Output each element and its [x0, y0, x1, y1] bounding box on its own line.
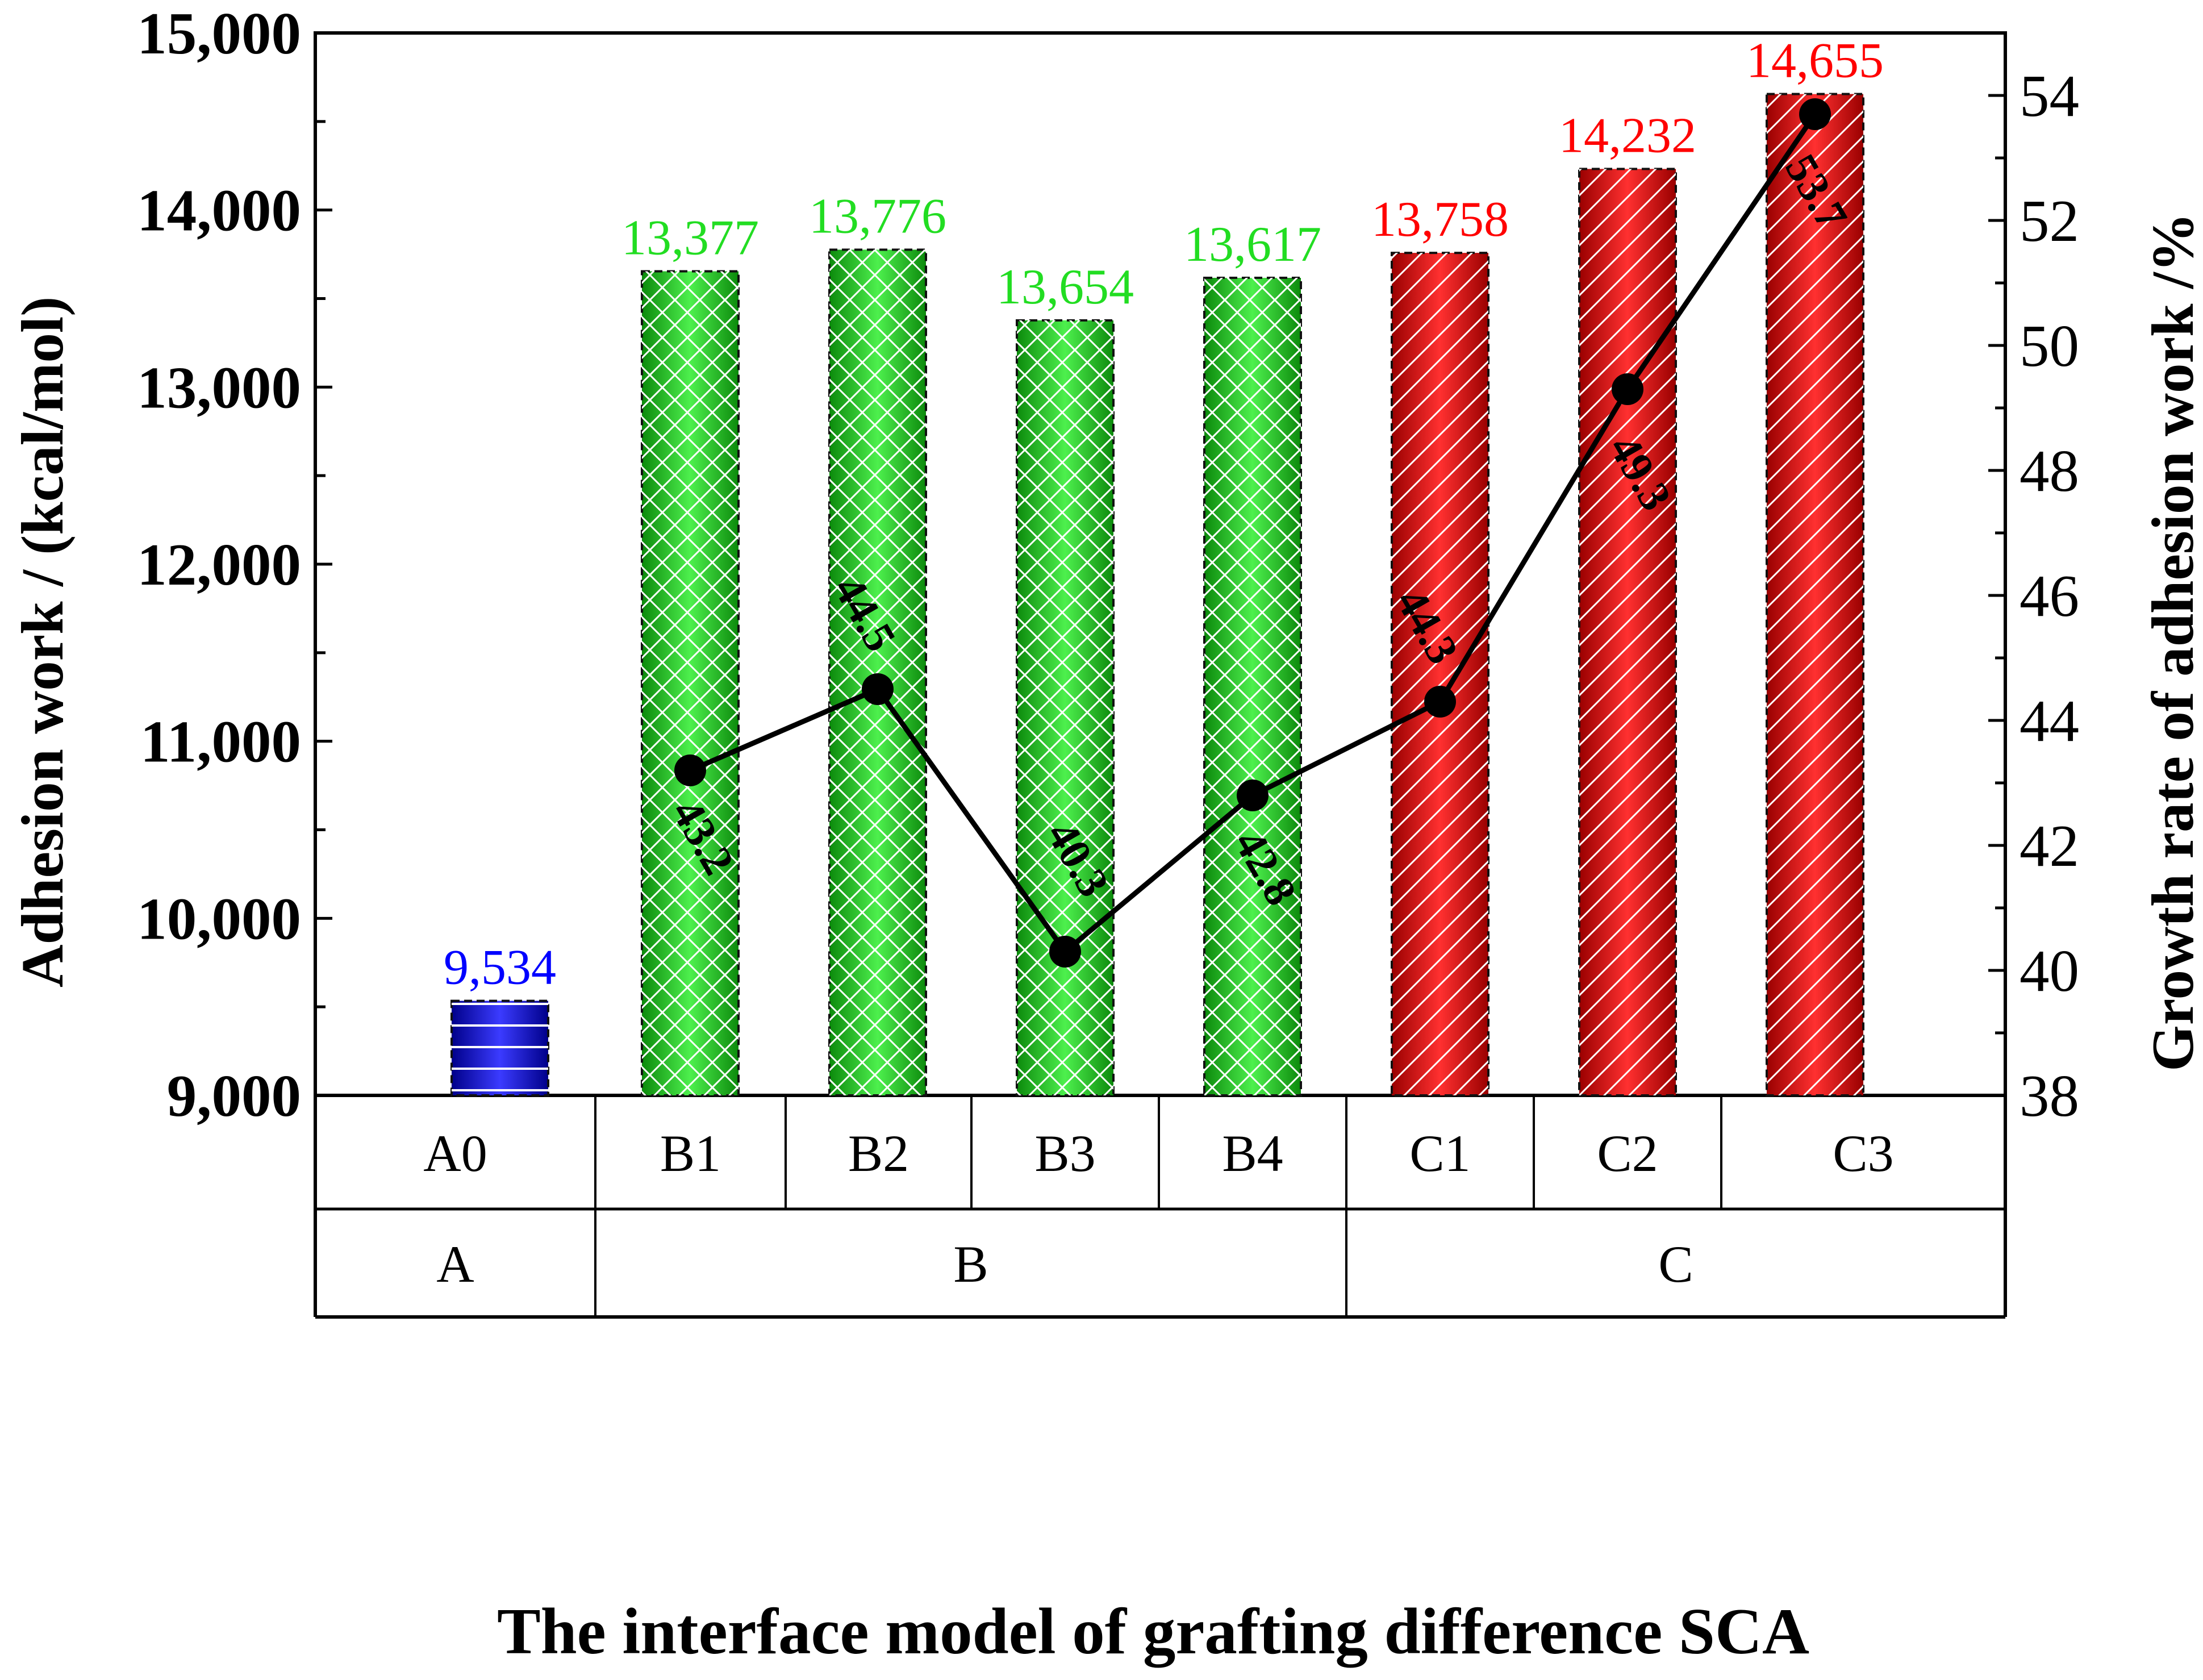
growth-point-C3 [1799, 98, 1831, 130]
bar-pattern-C3 [1767, 94, 1863, 1095]
category-cell-B4: B4 [1222, 1124, 1283, 1182]
right-tick-label: 52 [2020, 187, 2079, 254]
left-tick-label: 9,000 [167, 1062, 301, 1129]
left-tick-label: 10,000 [137, 885, 301, 952]
bar-pattern-C1 [1392, 253, 1488, 1096]
bar-pattern-B3 [1017, 320, 1113, 1096]
growth-point-B4 [1237, 779, 1269, 811]
group-cell-B: B [953, 1235, 988, 1293]
category-cell-B3: B3 [1034, 1124, 1095, 1182]
left-tick-label: 13,000 [137, 354, 301, 420]
category-cell-B2: B2 [848, 1124, 909, 1182]
left-tick-label: 14,000 [137, 177, 301, 244]
growth-point-B1 [674, 754, 706, 786]
left-tick-label: 11,000 [140, 708, 301, 775]
group-cell-A: A [436, 1235, 474, 1293]
right-tick-label: 50 [2020, 312, 2079, 379]
category-cell-B1: B1 [660, 1124, 721, 1182]
bar-pattern-C2 [1579, 169, 1676, 1095]
bar-value-label-B3: 13,654 [996, 260, 1134, 315]
right-tick-label: 54 [2020, 62, 2079, 129]
bar-pattern-B1 [642, 271, 738, 1096]
y2-axis-title: Growth rate of adhesion work /% [2139, 212, 2203, 1072]
right-tick-label: 38 [2020, 1062, 2079, 1129]
category-cell-C3: C3 [1833, 1124, 1893, 1182]
left-tick-label: 12,000 [137, 531, 301, 598]
bar-value-label-B2: 13,776 [809, 189, 946, 244]
right-tick-label: 42 [2020, 812, 2079, 879]
category-cell-A0: A0 [423, 1124, 487, 1182]
bar-pattern-B4 [1204, 278, 1301, 1095]
right-tick-label: 40 [2020, 937, 2079, 1004]
bar-labels-layer: 9,534 13,377 13,776 13,654 13,617 13,758 14,23… [444, 34, 1884, 995]
left-tick-label: 15,000 [137, 0, 301, 66]
group-cell-C: C [1658, 1235, 1693, 1293]
category-cell-C1: C1 [1409, 1124, 1470, 1182]
y-axis-title: Adhesion work / (kcal/mol) [9, 297, 76, 987]
right-axis-ticks: 38 40 42 44 46 48 50 52 54 [1988, 62, 2079, 1129]
bar-pattern-A0 [452, 1001, 548, 1095]
bar-value-label-B1: 13,377 [621, 211, 759, 266]
right-tick-label: 46 [2020, 562, 2079, 629]
left-axis-ticks: 9,000 10,000 11,000 12,000 13,000 14,000 15,00… [137, 0, 332, 1129]
bar-value-label-B4: 13,617 [1184, 217, 1321, 272]
growth-point-B3 [1049, 936, 1081, 968]
category-table: A0 B1 B2 B3 B4 C1 C2 C3 A B C [314, 1095, 2007, 1319]
bars-layer [450, 93, 1864, 1097]
bar-value-label-A0: 9,534 [444, 940, 556, 995]
growth-point-C2 [1612, 373, 1643, 405]
category-cell-C2: C2 [1597, 1124, 1658, 1182]
bar-pattern-B2 [829, 249, 926, 1096]
bar-value-label-C3: 14,655 [1746, 34, 1884, 89]
plot-frame [314, 31, 2007, 1097]
right-tick-label: 48 [2020, 437, 2079, 504]
bar-value-label-C2: 14,232 [1559, 108, 1696, 163]
right-tick-label: 44 [2020, 687, 2079, 754]
bar-value-label-C1: 13,758 [1371, 192, 1509, 247]
x-axis-title: The interface model of grafting differen… [497, 1595, 1809, 1668]
growth-point-C1 [1424, 686, 1456, 718]
growth-point-B2 [862, 673, 894, 705]
